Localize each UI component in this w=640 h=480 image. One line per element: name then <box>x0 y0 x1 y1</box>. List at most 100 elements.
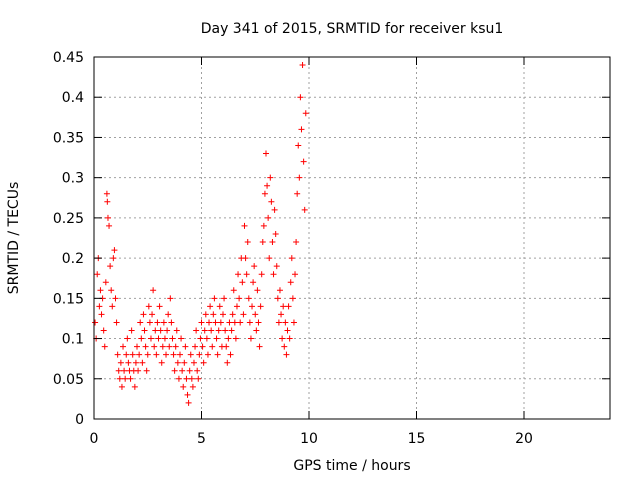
data-point <box>212 319 219 326</box>
data-point <box>213 335 220 342</box>
data-point <box>114 351 121 358</box>
data-point <box>298 126 305 133</box>
data-point <box>183 375 190 382</box>
data-point <box>215 327 222 334</box>
data-point <box>263 150 269 157</box>
data-points <box>92 62 309 406</box>
data-point <box>269 239 276 246</box>
data-point <box>252 311 259 318</box>
data-point <box>282 319 289 326</box>
data-point <box>188 375 195 382</box>
data-point <box>186 367 193 374</box>
data-point <box>239 279 246 286</box>
data-point <box>250 279 257 286</box>
data-point <box>295 142 302 149</box>
data-point <box>155 335 162 342</box>
data-point <box>118 383 125 390</box>
data-point <box>116 375 123 382</box>
data-point <box>107 263 114 270</box>
data-point <box>129 351 136 358</box>
data-point <box>178 335 185 342</box>
data-point <box>258 271 265 278</box>
data-point <box>211 295 218 302</box>
data-point <box>169 335 176 342</box>
y-tick-label: 0.25 <box>53 211 84 227</box>
data-point <box>268 198 275 205</box>
data-point <box>184 391 191 398</box>
data-point <box>289 295 296 302</box>
data-point <box>141 327 148 334</box>
data-point <box>286 335 293 342</box>
data-point <box>96 303 103 310</box>
data-point <box>256 343 263 350</box>
y-tick-label: 0.2 <box>62 251 84 267</box>
data-point <box>152 327 159 334</box>
data-point <box>104 214 111 221</box>
plot-frame <box>93 56 611 420</box>
data-point <box>260 222 267 229</box>
data-point <box>151 343 158 350</box>
data-point <box>246 319 253 326</box>
data-point <box>240 311 247 318</box>
data-point <box>210 311 217 318</box>
data-point <box>170 351 177 358</box>
data-point <box>144 351 151 358</box>
data-point <box>123 351 130 358</box>
data-point <box>98 311 105 318</box>
data-point <box>166 343 173 350</box>
data-point <box>125 359 132 366</box>
data-point <box>128 327 135 334</box>
x-tick-label: 20 <box>515 431 533 447</box>
data-point <box>150 287 157 294</box>
data-point <box>243 271 250 278</box>
data-point <box>207 303 214 310</box>
data-point <box>297 94 304 101</box>
data-point <box>94 271 101 278</box>
data-point <box>226 319 233 326</box>
data-point <box>195 375 202 382</box>
data-point <box>244 239 251 246</box>
data-point <box>284 327 291 334</box>
data-point <box>120 343 127 350</box>
data-point <box>173 327 180 334</box>
data-point <box>109 303 116 310</box>
data-point <box>236 295 243 302</box>
data-point <box>251 263 258 270</box>
data-point <box>156 303 163 310</box>
data-point <box>137 319 144 326</box>
data-point <box>272 230 279 237</box>
data-point <box>111 247 118 254</box>
data-point <box>163 351 170 358</box>
data-point <box>193 327 200 334</box>
data-point <box>300 158 307 165</box>
data-point <box>154 319 161 326</box>
data-point <box>204 351 211 358</box>
data-point <box>264 182 271 189</box>
data-point <box>285 303 292 310</box>
data-point <box>261 190 268 197</box>
data-point <box>222 327 229 334</box>
y-axis-label: SRMTID / TECUs <box>6 182 22 295</box>
data-point <box>255 319 262 326</box>
data-point <box>241 222 248 229</box>
data-point <box>301 206 308 213</box>
y-tick-label: 0.4 <box>62 90 84 106</box>
data-point <box>245 295 252 302</box>
data-point <box>229 311 236 318</box>
data-point <box>179 367 186 374</box>
data-point <box>203 335 210 342</box>
data-point <box>279 335 286 342</box>
data-point <box>132 359 139 366</box>
data-point <box>190 359 197 366</box>
data-point <box>198 319 205 326</box>
data-point <box>242 255 249 262</box>
axis-ticks: 0 0.05 0.1 0.15 0.2 0.25 0.3 0.35 0.4 0.45 0 5 10 15 2… <box>53 50 610 447</box>
x-tick-label: 5 <box>197 431 206 447</box>
x-axis-label: GPS time / hours <box>293 458 410 474</box>
y-tick-label: 0.35 <box>53 130 84 146</box>
data-point <box>92 319 99 326</box>
data-point <box>110 255 117 262</box>
x-tick-label: 15 <box>408 431 426 447</box>
data-point <box>197 335 204 342</box>
data-point <box>175 375 182 382</box>
